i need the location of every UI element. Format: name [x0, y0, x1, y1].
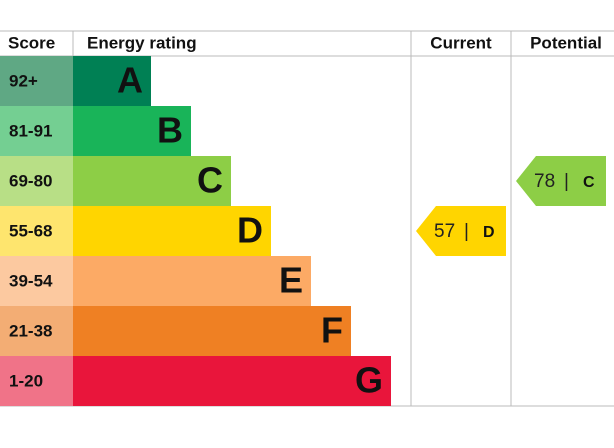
score-cell — [0, 106, 73, 156]
rating-letter: A — [117, 60, 143, 101]
score-cell — [0, 356, 73, 406]
rating-letter: C — [197, 160, 223, 201]
rating-letter: D — [237, 210, 263, 251]
rating-bar — [73, 256, 311, 306]
score-cell — [0, 206, 73, 256]
score-label: 92+ — [9, 71, 38, 90]
potential-band: C — [583, 174, 595, 191]
header-score: Score — [8, 33, 55, 52]
score-cell — [0, 156, 73, 206]
rating-bar — [73, 56, 151, 106]
current-separator: | — [464, 221, 469, 242]
score-cell — [0, 56, 73, 106]
rating-bar — [73, 306, 351, 356]
potential-separator: | — [564, 171, 569, 192]
score-cell — [0, 256, 73, 306]
score-label: 69-80 — [9, 171, 52, 190]
rating-letter: B — [157, 110, 183, 151]
rating-letter: E — [279, 260, 303, 301]
rating-bar — [73, 106, 191, 156]
score-cell — [0, 306, 73, 356]
header-current: Current — [430, 33, 492, 52]
score-label: 21-38 — [9, 321, 52, 340]
current-value: 57 — [434, 221, 455, 242]
score-label: 55-68 — [9, 221, 52, 240]
potential-arrow — [516, 156, 606, 206]
current-band: D — [483, 224, 495, 241]
score-label: 81-91 — [9, 121, 52, 140]
rating-bar — [73, 206, 271, 256]
potential-value: 78 — [534, 171, 555, 192]
rating-bar — [73, 156, 231, 206]
header-potential: Potential — [530, 33, 602, 52]
current-arrow — [416, 206, 506, 256]
score-label: 1-20 — [9, 371, 43, 390]
header-rating: Energy rating — [87, 33, 197, 52]
rating-letter: G — [355, 360, 383, 401]
rating-bar — [73, 356, 391, 406]
score-label: 39-54 — [9, 271, 53, 290]
rating-letter: F — [321, 310, 343, 351]
